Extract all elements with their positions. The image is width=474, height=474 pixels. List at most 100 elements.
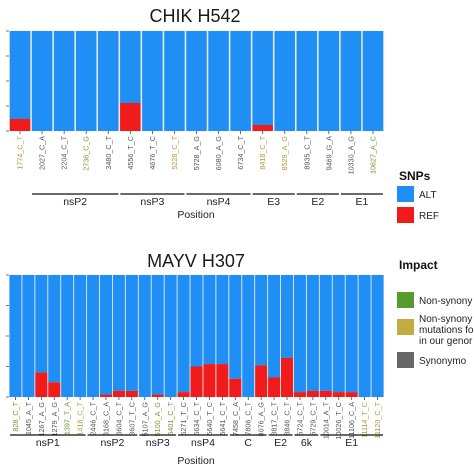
mayv-bar-alt-9 [125, 275, 138, 391]
chik-x-tick-label-3: 2736_C_G [82, 136, 91, 171]
mayv-x-tick-label-13: 6271_T_C [179, 402, 188, 436]
mayv-bar-alt-6 [87, 275, 100, 397]
mayv-bar-alt-1 [22, 275, 35, 397]
mayv-x-tick-label-15: 6640_T_C [205, 402, 214, 436]
mayv-bar-alt-13 [177, 275, 190, 393]
snps-legend-title: SNPs [399, 169, 431, 183]
mayv-x-tick-label-23: 5729_C_T [308, 401, 317, 435]
mayv-gene-label-2: nsP3 [146, 437, 170, 449]
mayv-h307-panel: MAYV H307 828_C_T 1045_A_T 1267_A_G 1279_A_… [6, 251, 384, 467]
chik-gene-label-3: E3 [267, 196, 280, 208]
mayv-bar-alt-20 [268, 275, 281, 378]
mayv-x-tick-label-17: 7458_C_A [231, 402, 240, 436]
legend-label-ref: REF [419, 211, 439, 222]
chik-x-tick-label-0: 1774_C_T [16, 135, 25, 169]
chik-bar-alt-0 [9, 31, 31, 119]
mayv-bar-ref-21 [281, 357, 294, 397]
chik-x-tick-label-14: 9469_G_A [324, 136, 333, 171]
chik-gene-label-4: E2 [311, 196, 324, 208]
chik-x-tick-label-10: 6734_C_T [236, 135, 245, 169]
mayv-bar-alt-28 [371, 275, 384, 397]
chik-h542-panel: CHIK H542 1774_C_T 2027_C_A 2204_C_T 2736_C… [6, 6, 384, 221]
chik-bar-alt-9 [208, 31, 229, 131]
mayv-bar-alt-4 [61, 275, 74, 397]
mayv-bar-ref-15 [203, 364, 216, 397]
mayv-gene-label-4: C [244, 437, 252, 449]
chik-bar-alt-2 [53, 31, 75, 131]
mayv-x-tick-label-28: 11120_C_T [373, 401, 382, 438]
mayv-bar-ref-11 [151, 394, 164, 397]
chik-bar-alt-12 [274, 31, 295, 131]
chik-bar-ref-0 [9, 119, 31, 131]
legend-label-nonsynonymous-novel-3: in our genor [419, 336, 473, 347]
legend-label-nonsynonymous-novel-1: Non-synony [419, 314, 472, 325]
mayv-x-tick-label-9: 3607_T_C [127, 402, 136, 436]
mayv-bar-alt-16 [216, 275, 229, 365]
mayv-x-tick-label-12: 5401_C_T [166, 401, 175, 435]
mayv-bar-alt-15 [203, 275, 216, 365]
legend: SNPs ALT REF Impact Non-synony Non-synon… [397, 169, 474, 368]
mayv-bar-alt-22 [293, 275, 306, 393]
mayv-bar-alt-27 [358, 275, 371, 397]
mayv-x-tick-label-8: 3604_C_T [114, 401, 123, 435]
mayv-x-tick-label-6: 2446_C_T [89, 401, 98, 435]
chik-x-tick-label-8: 5728_A_G [192, 136, 201, 171]
mayv-gene-label-3: nsP4 [191, 437, 215, 449]
mayv-bar-alt-12 [164, 275, 177, 397]
mayv-x-tick-label-5: 1418_C_T [76, 401, 85, 435]
chik-bar-alt-5 [120, 31, 141, 103]
mayv-bar-ref-25 [332, 392, 345, 397]
chik-bar-ref-11 [252, 125, 273, 131]
mayv-x-tick-label-4: 1397_T_A [63, 402, 72, 435]
mayv-bar-alt-26 [345, 275, 358, 393]
mayv-bar-ref-20 [268, 377, 281, 397]
chik-x-tick-label-5: 4556_T_C [126, 136, 135, 170]
legend-label-nonsynonymous: Non-synony [419, 296, 472, 307]
chik-x-tick-label-1: 2027_C_A [38, 136, 47, 170]
mayv-x-tick-label-18: 7806_C_T [244, 401, 253, 435]
chik-bar-alt-4 [98, 31, 119, 131]
chik-x-tick-label-6: 4676_T_C [148, 136, 157, 170]
mayv-bar-ref-19 [255, 365, 268, 397]
chik-bar-ref-5 [120, 103, 141, 131]
mayv-gene-label-7: E1 [345, 437, 358, 449]
mayv-x-tick-label-10: 5107_A_G [140, 402, 149, 437]
chik-plot-area: 1774_C_T 2027_C_A 2204_C_T 2736_C_G 3480_C_T… [6, 30, 384, 208]
mayv-bar-ref-9 [125, 390, 138, 397]
legend-label-synonymous: Synonymo [419, 356, 467, 367]
mayv-bar-alt-21 [281, 275, 294, 358]
chik-x-tick-label-15: 10330_A_G [346, 136, 355, 175]
chik-bar-alt-7 [164, 31, 185, 131]
mayv-bar-alt-0 [9, 275, 22, 397]
mayv-x-tick-label-14: 6634_C_T [192, 401, 201, 435]
mayv-bar-alt-7 [99, 275, 112, 395]
chik-bar-alt-15 [340, 31, 362, 131]
mayv-bar-alt-17 [229, 275, 242, 379]
mayv-x-tick-label-26: 11106_C_A [347, 402, 356, 439]
mayv-x-tick-label-22: 5724_C_T [295, 401, 304, 435]
mayv-gene-label-6: 6k [301, 437, 313, 449]
mayv-bar-ref-23 [306, 390, 319, 397]
mayv-bar-alt-19 [255, 275, 268, 366]
legend-label-nonsynonymous-novel-2: mutations fo [419, 325, 474, 336]
chik-bar-alt-6 [142, 31, 163, 131]
chik-bar-alt-10 [230, 31, 251, 131]
mayv-bar-alt-14 [190, 275, 203, 367]
chik-gene-label-1: nsP3 [140, 196, 164, 208]
impact-legend-title: Impact [399, 258, 438, 272]
mayv-x-tick-label-24: 10014_A_T [321, 401, 330, 439]
chik-bar-alt-1 [31, 31, 53, 131]
mayv-bar-alt-23 [306, 275, 319, 391]
chik-title: CHIK H542 [149, 6, 240, 26]
mayv-bar-ref-17 [229, 378, 242, 397]
mayv-bar-alt-11 [151, 275, 164, 395]
chik-bar-alt-13 [296, 31, 318, 131]
legend-label-alt: ALT [419, 190, 437, 201]
mayv-x-axis-title: Position [177, 455, 215, 467]
mayv-bar-alt-8 [112, 275, 125, 391]
mayv-bar-ref-16 [216, 364, 229, 397]
legend-swatch-alt [397, 186, 414, 202]
chik-gene-label-2: nsP4 [207, 196, 231, 208]
mayv-x-tick-label-2: 1267_A_G [37, 402, 46, 437]
